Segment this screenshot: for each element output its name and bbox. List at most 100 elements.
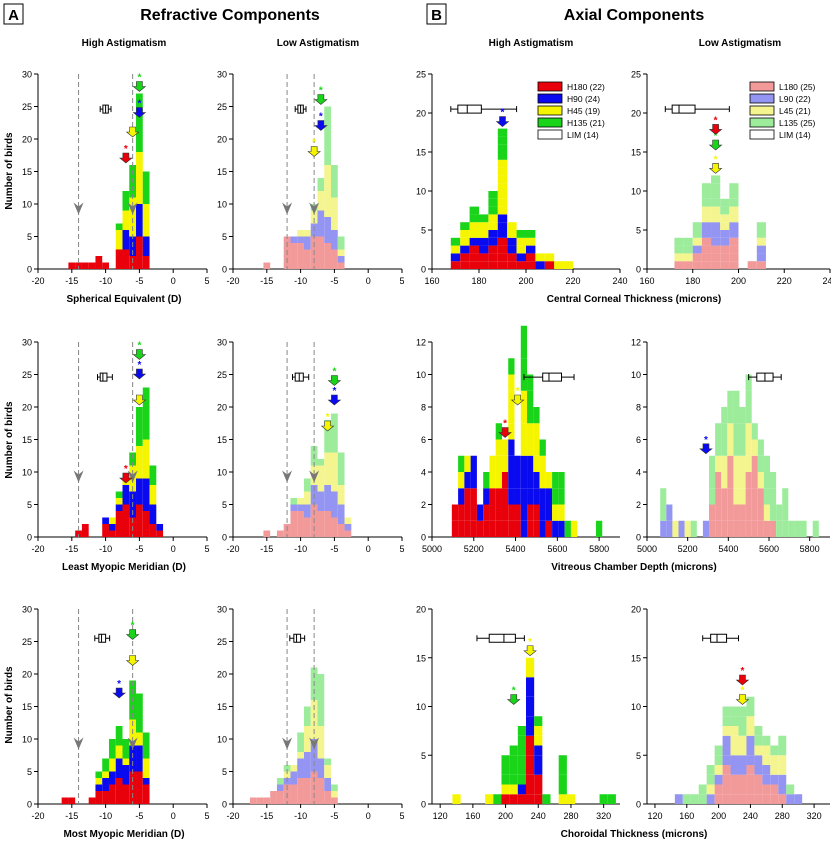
bar-l180 [297, 262, 304, 269]
bar-h45 [526, 657, 535, 668]
x-tick-label: -10 [294, 544, 307, 554]
bar-h90 [514, 488, 521, 505]
bar-h180 [136, 797, 143, 804]
bar-l135 [733, 390, 740, 407]
bar-l135 [727, 390, 734, 407]
bar-l180 [754, 794, 763, 804]
significance-star: * [714, 115, 718, 126]
bar-l135 [739, 423, 746, 440]
bar-h90 [476, 504, 484, 521]
bar-l45 [762, 745, 771, 756]
reference-chevron [282, 737, 293, 750]
bar-l180 [331, 517, 338, 524]
bar-l90 [331, 491, 338, 498]
x-tick-label: 5000 [637, 544, 657, 554]
bar-l180 [721, 520, 728, 537]
bar-l45 [317, 752, 325, 759]
bar-h180 [61, 797, 69, 804]
bar-h135 [509, 765, 518, 775]
bar-h135 [136, 420, 143, 427]
bar-l135 [711, 175, 721, 184]
x-tick-label: 280 [563, 811, 578, 821]
y-tick-label: 10 [22, 200, 32, 210]
legends: H180 (22) H90 (24) H45 (19) H135 (21) LIM (1… [537, 81, 816, 140]
y-tick-label: 20 [416, 605, 426, 615]
bar-h180 [501, 520, 509, 537]
bar-l90 [324, 498, 332, 505]
bar-l135 [706, 765, 715, 775]
bar-l180 [270, 791, 277, 798]
bar-h90 [136, 204, 143, 211]
bar-h180 [479, 253, 489, 262]
bar-h45 [464, 455, 471, 472]
bar-h180 [534, 784, 543, 795]
bar-l90 [324, 504, 332, 511]
x-tick-label: 240 [822, 276, 831, 286]
bar-l45 [721, 472, 728, 489]
bar-h180 [95, 791, 103, 798]
bar-h90 [136, 752, 143, 759]
bar-l180 [720, 261, 730, 269]
bar-l135 [337, 478, 345, 485]
bar-l180 [317, 797, 325, 804]
bar-h180 [115, 784, 123, 791]
bar-h45 [136, 472, 143, 479]
bar-h135 [136, 132, 143, 139]
bar-l90 [317, 498, 325, 505]
bar-h45 [142, 204, 150, 211]
bar-l45 [674, 253, 684, 262]
bar-l45 [672, 520, 679, 537]
bar-l90 [331, 230, 338, 237]
bar-h45 [485, 794, 494, 804]
bar-l135 [331, 784, 338, 791]
bar-h90 [520, 488, 528, 505]
bar-h90 [488, 237, 498, 246]
bar-l90 [297, 236, 304, 243]
x-tick-label: -20 [226, 276, 239, 286]
bar-l90 [778, 784, 787, 795]
bar-h135 [142, 400, 150, 407]
bar-h180 [108, 530, 116, 537]
bar-l180 [739, 520, 746, 537]
bar-l45 [297, 498, 304, 505]
bar-l90 [290, 236, 298, 243]
x-tick-label: 120 [647, 811, 662, 821]
bar-l90 [714, 774, 723, 785]
bar-h90 [526, 696, 535, 707]
bar-l135 [324, 446, 332, 453]
significance-star: * [137, 73, 141, 84]
x-tick-label: 280 [775, 811, 790, 821]
bar-l135 [660, 504, 667, 521]
bar-l135 [324, 145, 332, 152]
bar-h180 [469, 261, 479, 269]
significance-star: * [714, 154, 718, 165]
bar-l135 [709, 472, 716, 489]
bar-h180 [451, 504, 459, 521]
bar-h45 [539, 455, 546, 472]
x-tick-label: 5 [204, 811, 209, 821]
bar-l180 [290, 256, 298, 263]
bar-h135 [599, 794, 608, 804]
bar-h180 [102, 262, 109, 269]
bar-l90 [310, 765, 318, 772]
bar-h90 [535, 261, 545, 269]
bar-h135 [122, 745, 130, 752]
bar-l180 [331, 249, 338, 256]
bar-l180 [290, 262, 298, 269]
x-tick-label: 120 [433, 811, 448, 821]
bar-h90 [534, 745, 543, 756]
bar-h135 [136, 100, 143, 107]
bar-l90 [337, 504, 345, 511]
significance-star: * [319, 86, 323, 97]
bar-l45 [770, 755, 779, 765]
bar-l45 [331, 210, 338, 217]
bar-h90 [142, 778, 150, 785]
bar-l180 [331, 524, 338, 531]
reference-chevron [282, 202, 293, 215]
bar-h90 [534, 765, 543, 775]
bar-h90 [122, 491, 130, 498]
significance-star: * [124, 464, 128, 475]
bar-l90 [331, 498, 338, 505]
y-tick-label: 20 [22, 670, 32, 680]
